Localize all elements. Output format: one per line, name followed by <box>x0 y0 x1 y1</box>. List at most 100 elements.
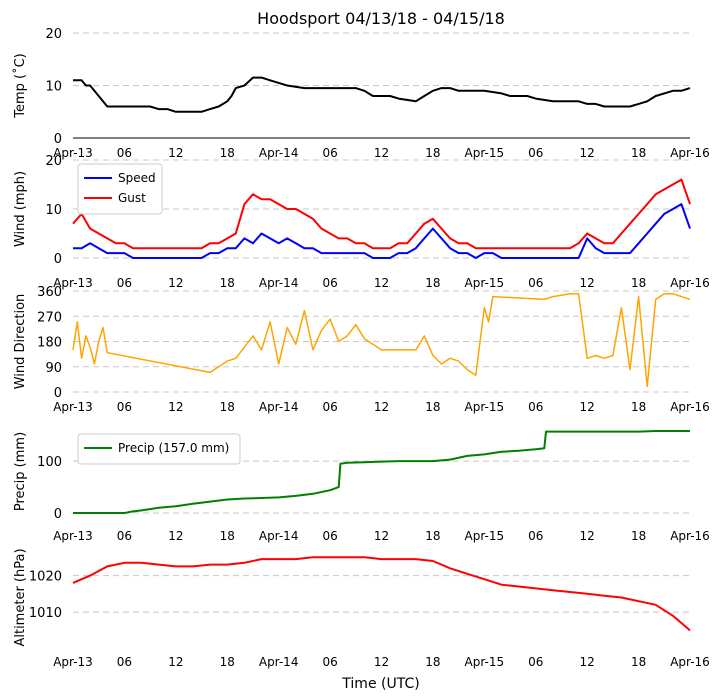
x-tick-label-direction-0: Apr-13 <box>53 400 93 414</box>
x-tick-label-precip-10: 12 <box>580 529 595 543</box>
series-precip-0 <box>73 430 690 514</box>
x-tick-label-temp-4: Apr-14 <box>259 146 299 160</box>
series-direction-0 <box>72 293 691 388</box>
x-tick-label-direction-1: 06 <box>117 400 132 414</box>
x-tick-label-wind-12: Apr-16 <box>670 276 710 290</box>
x-tick-label-direction-12: Apr-16 <box>670 400 710 414</box>
panel-direction: 0 90 180 270 360 Apr-13 06 12 18 Apr-14 06 12 18 Apr-… <box>13 285 710 414</box>
x-tick-label-wind-5: 06 <box>322 276 337 290</box>
x-tick-label-altimeter-8: Apr-15 <box>465 655 505 669</box>
x-tick-label-precip-12: Apr-16 <box>670 529 710 543</box>
panel-wind: 0 10 20 Apr-13 06 12 18 Apr-14 06 12 18 Apr-15 06 12 1… <box>13 154 710 290</box>
y-axis-label-wind: Wind (mph) <box>13 171 28 247</box>
y-tick-label-altimeter-0: 1010 <box>29 606 62 621</box>
panel-altimeter: 1010 1020 Apr-13 06 12 18 Apr-14 06 12 18 Apr-15 06… <box>13 548 710 669</box>
x-tick-label-direction-11: 18 <box>631 400 646 414</box>
y-axis-label-temp: Temp (˚C) <box>12 53 28 119</box>
x-tick-label-temp-6: 12 <box>374 146 389 160</box>
panel-temp: 0 10 20 Apr-13 06 12 18 Apr-14 06 12 18 Apr-15 06 12 1… <box>12 27 710 160</box>
panel-precip: 0 100 Apr-13 06 12 18 Apr-14 06 12 18 Apr-15 06 12 18… <box>13 430 710 543</box>
x-tick-label-temp-7: 18 <box>425 146 440 160</box>
y-tick-label-wind-0: 0 <box>54 252 62 267</box>
x-tick-label-precip-8: Apr-15 <box>465 529 505 543</box>
y-tick-label-direction-0: 0 <box>54 386 62 401</box>
chart-title: Hoodsport 04/13/18 - 04/15/18 <box>257 9 505 28</box>
x-tick-label-temp-10: 12 <box>580 146 595 160</box>
x-tick-label-temp-1: 06 <box>117 146 132 160</box>
x-tick-label-direction-6: 12 <box>374 400 389 414</box>
series-wind-0 <box>73 203 691 259</box>
x-tick-label-wind-6: 12 <box>374 276 389 290</box>
x-tick-label-altimeter-3: 18 <box>220 655 235 669</box>
y-tick-label-wind-2: 20 <box>45 154 62 169</box>
x-tick-label-precip-0: Apr-13 <box>53 529 93 543</box>
series-wind-1 <box>72 178 691 250</box>
legend-label-wind-1: Gust <box>118 191 146 205</box>
x-tick-label-temp-11: 18 <box>631 146 646 160</box>
x-tick-label-altimeter-11: 18 <box>631 655 646 669</box>
y-tick-label-precip-0: 0 <box>54 507 62 522</box>
x-tick-label-altimeter-0: Apr-13 <box>53 655 93 669</box>
x-tick-label-altimeter-7: 18 <box>425 655 440 669</box>
x-tick-label-wind-0: Apr-13 <box>53 276 93 290</box>
x-tick-label-temp-2: 12 <box>168 146 183 160</box>
series-temp-0 <box>73 76 691 113</box>
legend-precip <box>77 433 241 465</box>
x-tick-label-wind-8: Apr-15 <box>465 276 505 290</box>
x-tick-label-wind-9: 06 <box>528 276 543 290</box>
x-tick-label-altimeter-10: 12 <box>580 655 595 669</box>
x-tick-label-wind-3: 18 <box>220 276 235 290</box>
x-tick-label-temp-12: Apr-16 <box>670 146 710 160</box>
x-tick-label-wind-11: 18 <box>631 276 646 290</box>
x-tick-label-precip-5: 06 <box>322 529 337 543</box>
x-tick-label-temp-5: 06 <box>322 146 337 160</box>
y-tick-label-wind-1: 10 <box>45 203 62 218</box>
x-tick-label-temp-9: 06 <box>528 146 543 160</box>
x-tick-label-precip-2: 12 <box>168 529 183 543</box>
x-tick-label-direction-2: 12 <box>168 400 183 414</box>
x-tick-label-direction-8: Apr-15 <box>465 400 505 414</box>
x-tick-label-direction-3: 18 <box>220 400 235 414</box>
x-tick-label-wind-1: 06 <box>117 276 132 290</box>
y-axis-label-altimeter: Altimeter (hPa) <box>13 548 28 646</box>
legend-label-precip-0: Precip (157.0 mm) <box>118 441 229 455</box>
x-tick-label-direction-7: 18 <box>425 400 440 414</box>
y-axis-label-precip: Precip (mm) <box>13 432 28 511</box>
x-tick-label-wind-7: 18 <box>425 276 440 290</box>
x-tick-label-precip-11: 18 <box>631 529 646 543</box>
y-tick-label-temp-1: 10 <box>45 80 62 95</box>
x-tick-label-altimeter-1: 06 <box>117 655 132 669</box>
series-altimeter-0 <box>72 556 691 632</box>
x-tick-label-direction-5: 06 <box>322 400 337 414</box>
x-tick-label-precip-9: 06 <box>528 529 543 543</box>
x-tick-label-precip-7: 18 <box>425 529 440 543</box>
x-tick-label-altimeter-9: 06 <box>528 655 543 669</box>
y-tick-label-direction-2: 180 <box>37 336 62 351</box>
x-tick-label-temp-0: Apr-13 <box>53 146 93 160</box>
x-tick-label-altimeter-4: Apr-14 <box>259 655 299 669</box>
y-tick-label-temp-2: 20 <box>45 27 62 42</box>
y-tick-label-temp-0: 0 <box>54 132 62 147</box>
y-axis-label-direction: Wind Direction <box>13 294 28 390</box>
y-tick-label-precip-1: 100 <box>37 455 62 470</box>
x-tick-label-temp-3: 18 <box>220 146 235 160</box>
legend-wind <box>77 163 163 215</box>
x-tick-label-wind-10: 12 <box>580 276 595 290</box>
x-tick-label-altimeter-2: 12 <box>168 655 183 669</box>
x-tick-label-altimeter-6: 12 <box>374 655 389 669</box>
y-tick-label-altimeter-1: 1020 <box>29 570 62 585</box>
y-tick-label-direction-4: 360 <box>37 285 62 300</box>
x-tick-label-direction-10: 12 <box>580 400 595 414</box>
y-tick-label-direction-3: 270 <box>37 310 62 325</box>
x-tick-label-precip-3: 18 <box>220 529 235 543</box>
x-tick-label-wind-2: 12 <box>168 276 183 290</box>
x-tick-label-temp-8: Apr-15 <box>465 146 505 160</box>
x-tick-label-wind-4: Apr-14 <box>259 276 299 290</box>
x-tick-label-precip-1: 06 <box>117 529 132 543</box>
x-tick-label-precip-4: Apr-14 <box>259 529 299 543</box>
x-tick-label-altimeter-12: Apr-16 <box>670 655 710 669</box>
x-tick-label-direction-4: Apr-14 <box>259 400 299 414</box>
x-axis-label: Time (UTC) <box>341 676 419 692</box>
